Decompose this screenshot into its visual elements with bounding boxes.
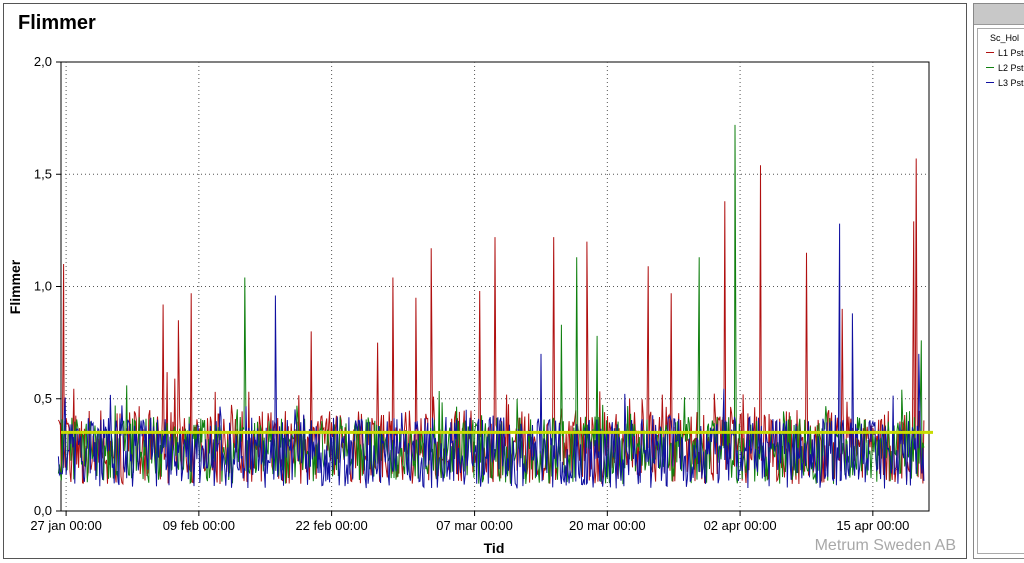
- series-line-l3-pst: [57, 223, 925, 489]
- y-tick-label: 1,5: [34, 166, 52, 181]
- axis-ticks: 27 jan 00:00 09 feb 00:00 22 feb 00:00 07 m…: [30, 54, 909, 533]
- x-tick-label: 09 feb 00:00: [163, 518, 235, 533]
- legend-item-l3[interactable]: L3 Pst: [978, 75, 1024, 90]
- y-tick-label: 0,0: [34, 503, 52, 518]
- x-tick-label: 02 apr 00:00: [704, 518, 777, 533]
- chart-panel: Flimmer 27 jan 00:00 09 feb 00:00 22 feb 0…: [3, 3, 967, 559]
- legend-label-l1: L1 Pst: [998, 47, 1024, 58]
- watermark-text: Metrum Sweden AB: [814, 537, 956, 554]
- y-tick-label: 2,0: [34, 54, 52, 69]
- legend-swatch-l3: [986, 82, 994, 83]
- y-tick-label: 0,5: [34, 391, 52, 406]
- legend-header[interactable]: [974, 4, 1024, 25]
- legend-body: Sc_Hol L1 Pst L2 Pst L3 Pst: [977, 28, 1024, 554]
- legend-label-l3: L3 Pst: [998, 77, 1024, 88]
- x-tick-label: 22 feb 00:00: [295, 518, 367, 533]
- y-tick-label: 1,0: [34, 279, 52, 294]
- legend-group-label: Sc_Hol: [990, 33, 1020, 43]
- x-tick-label: 20 mar 00:00: [569, 518, 646, 533]
- series-line-l2-pst: [57, 124, 925, 485]
- x-tick-label: 27 jan 00:00: [30, 518, 102, 533]
- legend-item-l2[interactable]: L2 Pst: [978, 60, 1024, 75]
- chart-title: Flimmer: [18, 12, 96, 34]
- x-tick-label: 07 mar 00:00: [436, 518, 513, 533]
- x-tick-label: 15 apr 00:00: [836, 518, 909, 533]
- x-axis-title: Tid: [484, 540, 505, 556]
- legend-label-l2: L2 Pst: [998, 62, 1024, 73]
- legend-panel: Sc_Hol L1 Pst L2 Pst L3 Pst: [973, 3, 1024, 559]
- series-lines: [57, 124, 925, 489]
- plot-area: 27 jan 00:00 09 feb 00:00 22 feb 00:00 07 m…: [7, 54, 933, 556]
- grid-lines: [61, 62, 929, 511]
- legend-swatch-l2: [986, 67, 994, 68]
- legend-swatch-l1: [986, 52, 994, 53]
- legend-item-l1[interactable]: L1 Pst: [978, 45, 1024, 60]
- y-axis-title: Flimmer: [7, 259, 23, 314]
